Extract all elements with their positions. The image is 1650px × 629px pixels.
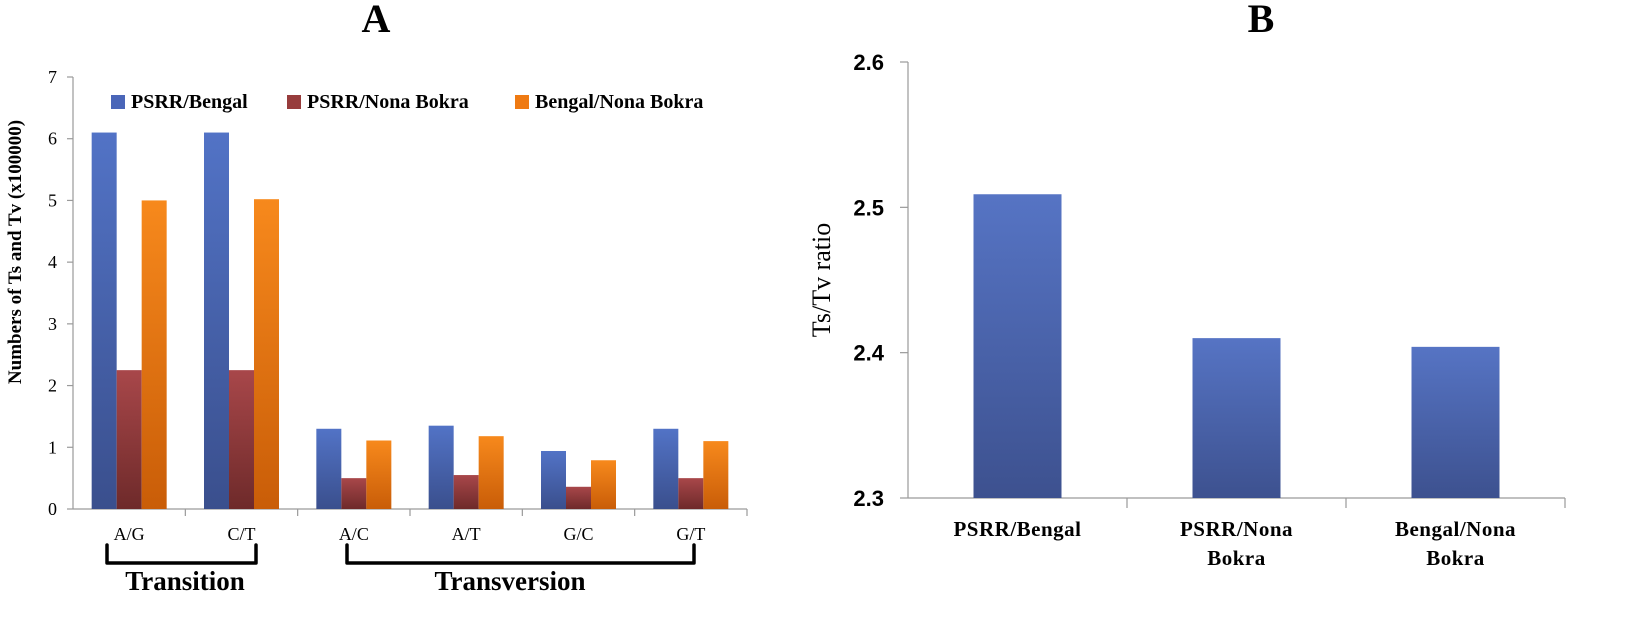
legend-swatch-psrr-bengal: [111, 95, 125, 109]
bar-psrr-nona-bokra-a-c: [341, 478, 367, 509]
legend-label-bengal-nona-bokra: Bengal/Nona Bokra: [535, 91, 703, 113]
bar-bengal-nona-bokra-c-t: [254, 199, 279, 510]
bar-psrr-nona-bokra-g-c: [566, 486, 591, 509]
chart-a-y-tick-label: 6: [48, 129, 57, 149]
chart-a-x-tick-label: A/T: [452, 524, 481, 544]
chart-a-y-label: Numbers of Ts and Tv (x100000): [5, 120, 26, 384]
chart-b-y-tick-label: 2.5: [853, 195, 884, 220]
bar-psrr-nona-bokra-c-t: [229, 370, 254, 509]
bar-psrr-nona-bokra: [1192, 338, 1281, 498]
chart-a-y-tick-label: 7: [48, 67, 57, 87]
bar-psrr-bengal-a-g: [91, 132, 117, 510]
chart-a-x-categories: A/G C/T A/C A/T G/C G/T: [114, 509, 748, 544]
chart-b-x-tick-label: Bengal/Nona Bokra: [1395, 517, 1516, 570]
bar-psrr-bengal: [973, 194, 1062, 498]
chart-a-y-tick-label: 3: [48, 314, 57, 334]
chart-b-y-tick-label: 2.6: [853, 50, 884, 75]
chart-a-x-tick-label: G/T: [676, 524, 705, 544]
chart-b-x-categories: PSRR/Bengal PSRR/Nona Bokra Bengal/Nona Bokr…: [953, 498, 1566, 570]
bar-psrr-bengal-g-t: [653, 428, 679, 509]
chart-b-y-label: Ts/Tv ratio: [807, 223, 836, 337]
transition-brace: [105, 543, 258, 565]
chart-a-x-tick-label: C/T: [227, 524, 255, 544]
bar-bengal-nona-bokra-g-c: [591, 460, 616, 509]
legend-label-psrr-nona-bokra: PSRR/Nona Bokra: [307, 91, 469, 113]
chart-a-y-ticks: 0 1 2 3 4 5 6 7: [48, 67, 73, 519]
legend-swatch-bengal-nona-bokra: [515, 95, 529, 109]
chart-a-bars: [91, 132, 729, 510]
chart-b-x-tick-label: PSRR/Nona Bokra: [1180, 517, 1293, 570]
bar-psrr-bengal-c-t: [204, 132, 229, 510]
chart-b-x-tick-label: PSRR/Bengal: [953, 517, 1081, 541]
chart-b-y-ticks: 2.3 2.4 2.5 2.6: [853, 50, 908, 511]
legend-swatch-psrr-nona-bokra: [287, 95, 301, 109]
chart-a-x-tick-label: A/C: [339, 524, 369, 544]
chart-a-x-tick-label: A/G: [114, 524, 145, 544]
chart-a: A 0 1 2 3 4 5 6 7 A/G C/T A/C A/T G/C G/T Numbers of…: [5, 0, 748, 596]
bar-psrr-bengal-a-c: [316, 428, 342, 509]
bar-psrr-nona-bokra-a-g: [116, 370, 142, 509]
bar-psrr-bengal-a-t: [428, 425, 454, 509]
legend-label-psrr-bengal: PSRR/Bengal: [131, 91, 248, 113]
transition-label: Transition: [125, 566, 245, 596]
bar-bengal-nona-bokra-a-g: [141, 200, 167, 509]
chart-a-y-tick-label: 2: [48, 376, 57, 396]
chart-a-y-tick-label: 5: [48, 190, 57, 210]
chart-a-legend: PSRR/Bengal PSRR/Nona Bokra Bengal/Nona …: [111, 91, 703, 113]
bar-bengal-nona-bokra: [1411, 346, 1500, 498]
chart-a-y-tick-label: 4: [48, 252, 57, 272]
transversion-brace: [345, 543, 696, 565]
bar-psrr-nona-bokra-a-t: [453, 475, 479, 509]
bar-bengal-nona-bokra-g-t: [703, 441, 729, 509]
bar-bengal-nona-bokra-a-c: [366, 440, 392, 509]
chart-a-y-tick-label: 0: [48, 499, 57, 519]
chart-b-y-tick-label: 2.3: [853, 486, 884, 511]
chart-a-y-tick-label: 1: [48, 437, 57, 457]
chart-b-bars: [973, 194, 1500, 498]
bar-bengal-nona-bokra-a-t: [478, 436, 504, 509]
bar-psrr-bengal-g-c: [541, 450, 566, 509]
chart-a-x-tick-label: G/C: [563, 524, 593, 544]
bar-psrr-nona-bokra-g-t: [678, 478, 704, 509]
panel-b-label: B: [1248, 0, 1275, 41]
transversion-label: Transversion: [434, 566, 585, 596]
panel-a-label: A: [362, 0, 391, 41]
chart-b: B 2.3 2.4 2.5 2.6 PSRR/Bengal PSRR/Nona Bokra…: [807, 0, 1566, 570]
chart-b-y-tick-label: 2.4: [853, 341, 884, 366]
